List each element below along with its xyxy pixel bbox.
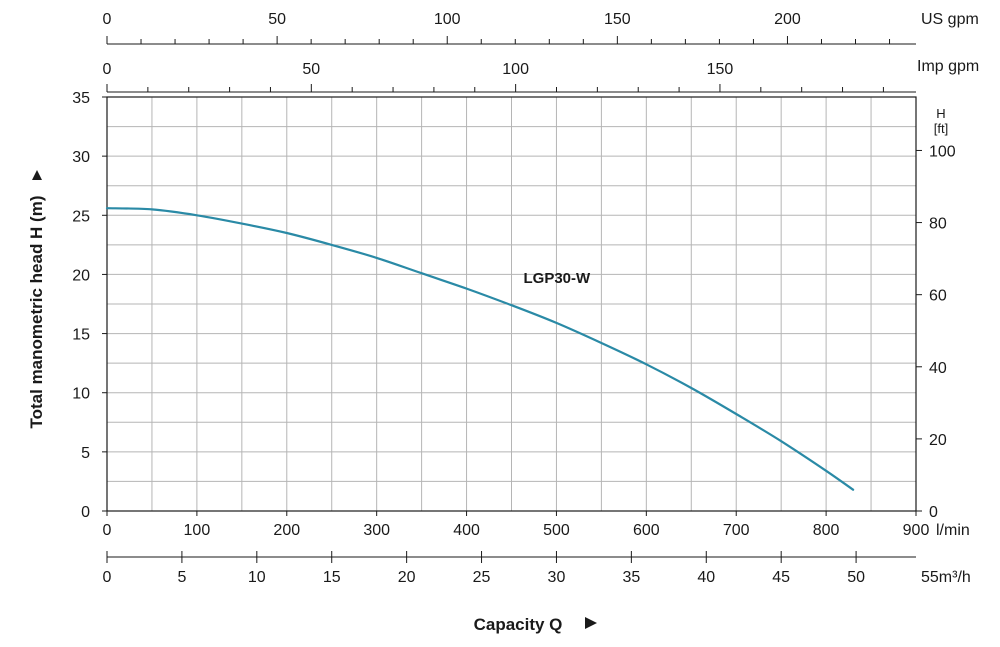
x-axis-title: Capacity Q [474, 615, 563, 634]
us-gpm-tick-label: 0 [103, 11, 112, 28]
x-tick-label: 400 [453, 522, 480, 539]
y-tick-label: 10 [72, 386, 90, 403]
feet-axis-label-unit: [ft] [934, 121, 948, 136]
y-axis-title: Total manometric head H (m) [27, 196, 46, 429]
m3h-tick-label: 5 [177, 569, 186, 586]
imp-gpm-tick-label: 100 [502, 61, 529, 78]
y-tick-label: 15 [72, 327, 90, 344]
y-tick-label: 0 [81, 504, 90, 521]
ft-tick-label: 20 [929, 432, 947, 449]
x-tick-label: 0 [103, 522, 112, 539]
curve-lgp30-w [105, 207, 855, 491]
ft-tick-label: 100 [929, 143, 956, 160]
m3h-tick-label: 40 [697, 569, 715, 586]
imp-gpm-label: Imp gpm [917, 58, 979, 75]
x-tick-label: 200 [273, 522, 300, 539]
series: LGP30-W [105, 207, 855, 491]
m3h-tick-label: 25 [473, 569, 491, 586]
us-gpm-tick-label: 200 [774, 11, 801, 28]
series-label: LGP30-W [524, 270, 592, 287]
x-axis-arrow-icon [585, 617, 597, 629]
us-gpm-label: US gpm [921, 11, 979, 28]
y-tick-label: 30 [72, 149, 90, 166]
imp-gpm-tick-label: 50 [302, 61, 320, 78]
ft-tick-label: 60 [929, 288, 947, 305]
y-axis-arrow-icon [32, 170, 42, 180]
us-gpm-tick-label: 100 [434, 11, 461, 28]
m3h-unit-text: m³/h [939, 569, 971, 586]
m3h-tick-label: 45 [772, 569, 790, 586]
m3h-tick-label: 35 [622, 569, 640, 586]
m3h-tick-label: 30 [548, 569, 566, 586]
m3h-tick-label: 15 [323, 569, 341, 586]
ft-tick-label: 40 [929, 360, 947, 377]
grid [107, 97, 916, 511]
x-tick-label: 500 [543, 522, 570, 539]
ft-tick-label: 80 [929, 216, 947, 233]
imp-gpm-tick-label: 150 [707, 61, 734, 78]
plot-frame [106, 96, 917, 512]
us-gpm-tick-label: 50 [268, 11, 286, 28]
imp-gpm-tick-label: 0 [103, 61, 112, 78]
us-gpm-tick-label: 150 [604, 11, 631, 28]
x-tick-label: 100 [184, 522, 211, 539]
x-tick-label: 300 [363, 522, 390, 539]
x-tick-label: 600 [633, 522, 660, 539]
m3h-tick-label: 50 [847, 569, 865, 586]
m3h-tick-label: 20 [398, 569, 416, 586]
axes [102, 36, 922, 563]
l-min-unit-label: l/min [936, 522, 970, 539]
y-tick-label: 20 [72, 267, 90, 284]
x-tick-label: 800 [813, 522, 840, 539]
x-tick-label: 700 [723, 522, 750, 539]
m3h-tick-label: 10 [248, 569, 266, 586]
y-tick-label: 35 [72, 90, 90, 107]
y-tick-label: 25 [72, 208, 90, 225]
y-tick-label: 5 [81, 445, 90, 462]
feet-axis-label-h: H [936, 106, 945, 121]
m3h-tick-label: 0 [103, 569, 112, 586]
m3h-unit-prefix: 55 [921, 569, 939, 586]
m3h-unit-label: 55m³/h [921, 569, 971, 586]
ft-tick-label: 0 [929, 504, 938, 521]
x-tick-label: 900 [903, 522, 930, 539]
